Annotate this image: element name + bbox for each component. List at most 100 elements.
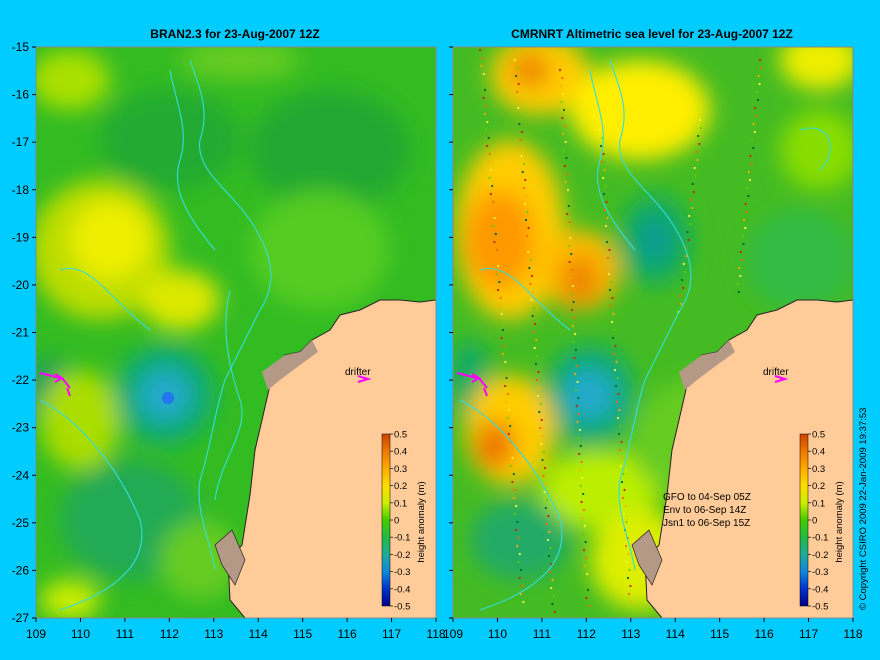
track-dot: [742, 218, 746, 222]
track-dot: [494, 232, 497, 236]
lon-tick-label: 113: [621, 627, 640, 641]
track-dot: [521, 170, 524, 174]
track-dot: [495, 272, 498, 276]
track-dot: [564, 180, 567, 184]
track-dot: [520, 130, 524, 134]
track-dot: [483, 88, 487, 92]
track-dot: [760, 66, 763, 70]
track-dot: [482, 72, 485, 76]
track-dot: [572, 340, 575, 344]
cmrnrt-satellite-notes: GFO to 04-Sep 05Z Env to 06-Sep 14Z Jsn1…: [663, 492, 751, 529]
track-dot: [612, 312, 615, 316]
lon-tick-label: 113: [204, 627, 223, 641]
track-dot: [542, 450, 546, 454]
copyright: © Copyright CSIRO 2009 22-Jan-2009 19:37…: [858, 408, 869, 610]
track-dot: [519, 138, 522, 142]
lat-tick-label: -20: [12, 278, 30, 292]
track-dot: [691, 206, 694, 210]
bran-longitude-axis: 109 110 111 112 113 114 115 116 117 118: [26, 618, 446, 641]
track-dot: [686, 230, 689, 234]
track-dot: [739, 274, 742, 278]
track-dot: [583, 524, 586, 528]
track-dot: [694, 174, 697, 178]
track-dot: [628, 568, 631, 572]
track-dot: [586, 588, 590, 592]
track-dot: [494, 256, 497, 260]
track-dot: [546, 498, 549, 502]
track-dot: [518, 576, 521, 580]
track-dot: [531, 290, 535, 294]
track-dot: [756, 98, 760, 102]
track-dot: [613, 328, 616, 332]
track-dot: [516, 520, 519, 524]
lat-tick-label: -25: [12, 516, 30, 530]
track-dot: [500, 312, 503, 316]
track-dot: [519, 114, 522, 118]
track-dot: [515, 504, 518, 508]
track-dot: [747, 194, 750, 198]
track-dot: [529, 258, 532, 262]
track-dot: [545, 482, 548, 486]
lat-tick-label: -17: [12, 135, 30, 149]
track-dot: [749, 154, 752, 158]
lon-tick-label: 116: [338, 627, 357, 641]
track-dot: [540, 442, 543, 446]
track-dot: [679, 294, 682, 298]
cmrnrt-drifter-label: drifter: [763, 367, 789, 378]
track-dot: [612, 352, 616, 356]
track-dot: [689, 222, 692, 226]
colorbar-tick-label: -0.1: [812, 533, 828, 544]
cmrnrt-drifter-marker: [774, 375, 789, 383]
track-dot: [563, 164, 566, 168]
colorbar-tick-label: 0.5: [394, 430, 407, 441]
lon-tick-label: 115: [710, 627, 729, 641]
lon-tick-label: 109: [443, 627, 463, 641]
track-dot: [562, 108, 566, 112]
track-dot: [523, 162, 526, 166]
track-dot: [530, 298, 533, 302]
colorbar-tick-label: -0.3: [394, 567, 410, 578]
track-dot: [549, 546, 552, 550]
track-dot: [584, 540, 587, 544]
track-dot: [739, 250, 742, 254]
track-dot: [564, 140, 567, 144]
track-dot: [523, 202, 527, 206]
track-dot: [497, 264, 500, 268]
track-dot: [537, 370, 540, 374]
track-dot: [609, 304, 613, 308]
colorbar-tick-label: 0.1: [394, 498, 407, 509]
track-dot: [687, 238, 690, 242]
track-dot: [575, 364, 578, 368]
lat-tick-label: -23: [12, 421, 30, 435]
track-dot: [689, 198, 693, 202]
track-dot: [750, 162, 753, 166]
colorbar-tick-label: -0.2: [394, 550, 410, 561]
track-dot: [507, 432, 510, 436]
cmrnrt-anomaly-field: drifter GFO to 04-Sep 05Z Env to 06-Sep …: [453, 47, 853, 618]
track-dot: [567, 204, 570, 208]
track-dot: [580, 460, 583, 464]
track-dot: [614, 344, 617, 348]
track-dot: [544, 506, 547, 510]
colorbar-tick-label: 0.3: [812, 464, 825, 475]
track-dot: [617, 432, 621, 436]
track-dot: [680, 302, 683, 306]
lat-tick-label: -22: [12, 373, 30, 387]
track-dot: [487, 136, 490, 140]
track-dot: [530, 274, 533, 278]
track-dot: [552, 594, 555, 598]
track-dot: [758, 58, 762, 62]
colorbar-tick-label: 0.4: [812, 447, 825, 458]
track-dot: [692, 190, 696, 194]
track-dot: [489, 192, 492, 196]
track-dot: [541, 434, 544, 438]
track-dot: [605, 200, 608, 204]
track-dot: [510, 464, 513, 468]
track-dot: [697, 134, 700, 138]
track-dot: [618, 448, 622, 452]
track-dot: [513, 512, 516, 516]
track-dot: [620, 440, 623, 444]
lat-tick-label: -26: [12, 563, 30, 577]
colorbar-tick-label: 0.1: [812, 498, 825, 509]
track-dot: [605, 240, 609, 244]
